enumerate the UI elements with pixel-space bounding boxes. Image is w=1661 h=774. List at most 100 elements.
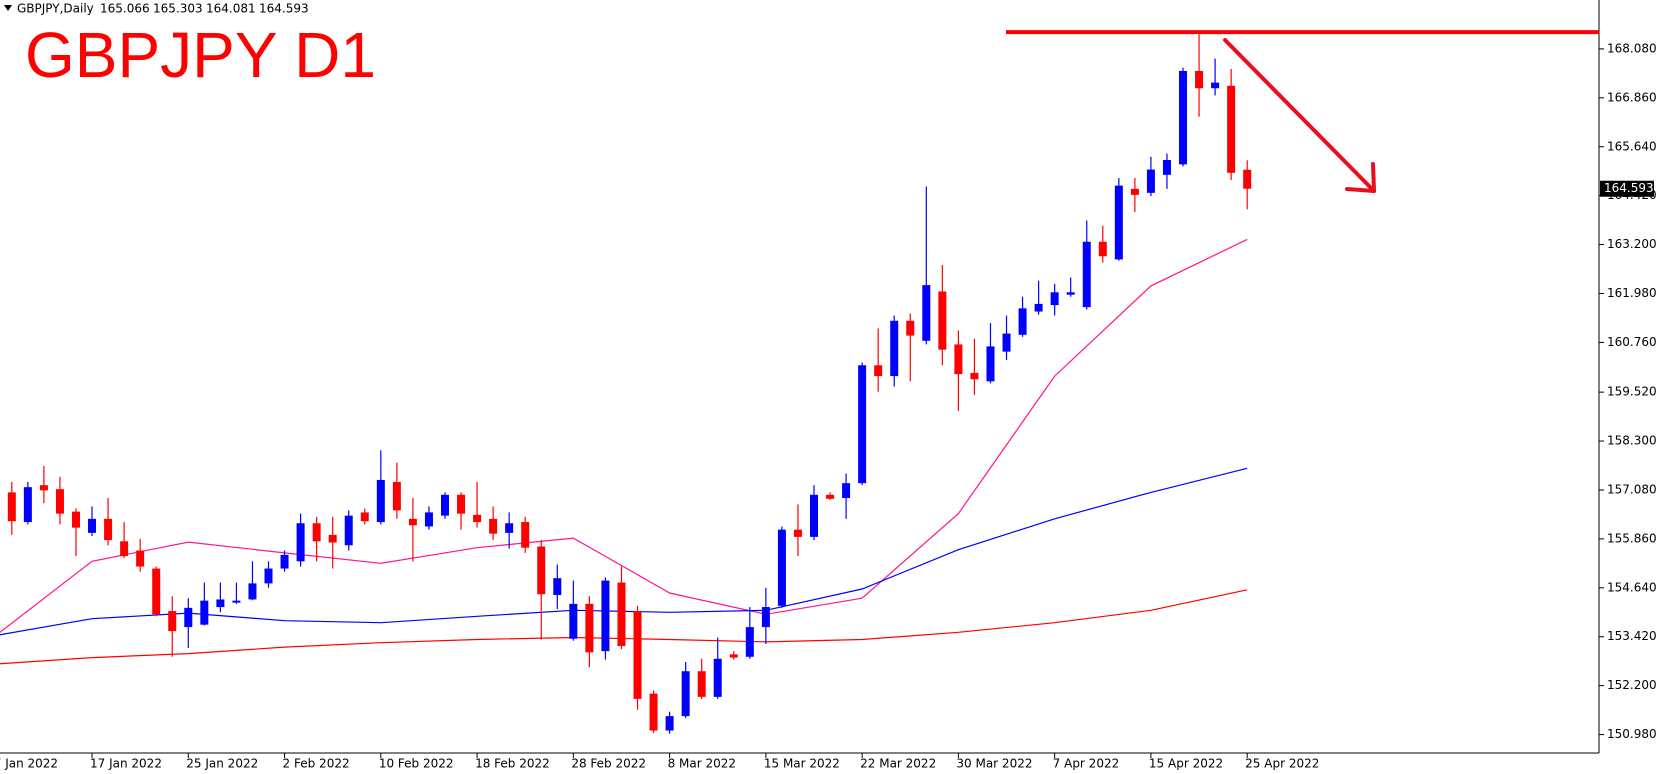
candle-body: [457, 494, 466, 514]
candle-body: [745, 627, 754, 657]
y-tick-label: 154.640: [1607, 580, 1657, 594]
arrow-head: [1345, 187, 1376, 193]
candle-body: [1114, 185, 1123, 260]
y-tick-label: 159.520: [1607, 385, 1657, 399]
x-tick-label: 7 Jan 2022: [0, 757, 58, 771]
chart-title: GBPJPY D1: [25, 19, 376, 91]
x-tick-label: 25 Apr 2022: [1245, 757, 1319, 771]
ohlc-low: 164.081: [206, 2, 256, 16]
candle-body: [296, 523, 305, 562]
candle-body: [168, 611, 177, 632]
candle-body: [761, 607, 770, 628]
y-tick-label: 161.980: [1607, 286, 1657, 300]
candle-body: [697, 671, 706, 697]
candle-body: [1082, 241, 1091, 308]
candle-body: [376, 479, 385, 523]
candle-body: [954, 344, 963, 375]
x-tick-label: 28 Feb 2022: [571, 757, 646, 771]
candle-body: [729, 654, 738, 658]
candle-body: [328, 534, 337, 543]
ohlc-high: 165.303: [153, 2, 203, 16]
candle-body: [7, 492, 16, 522]
candle-body: [1195, 70, 1204, 89]
y-tick-label: 168.080: [1607, 41, 1657, 55]
candle-body: [39, 485, 48, 491]
candle-body: [200, 600, 209, 625]
candle-body: [312, 523, 321, 542]
candle-body: [489, 518, 498, 534]
candle-body: [473, 514, 482, 523]
candle-body: [1162, 159, 1171, 175]
current-price-label: 164.593: [1604, 181, 1654, 195]
candle-body: [810, 494, 819, 537]
x-tick-label: 7 Apr 2022: [1053, 757, 1120, 771]
candle-body: [440, 494, 449, 516]
candle-body: [1066, 292, 1075, 295]
candle-body: [970, 372, 979, 380]
x-tick-label: 18 Feb 2022: [475, 757, 550, 771]
candle-body: [601, 580, 610, 652]
candle-body: [777, 529, 786, 606]
candle-body: [874, 365, 883, 377]
x-tick-label: 25 Jan 2022: [186, 757, 258, 771]
y-tick-label: 165.640: [1607, 139, 1657, 153]
candle-body: [1130, 188, 1139, 195]
candle-body: [617, 582, 626, 646]
candle-body: [1227, 85, 1236, 173]
candle-body: [71, 511, 80, 528]
candle-body: [842, 483, 851, 498]
y-tick-label: 163.200: [1607, 237, 1657, 251]
x-tick-label: 15 Apr 2022: [1149, 757, 1223, 771]
candle-body: [938, 291, 947, 350]
candle-body: [408, 518, 417, 526]
candle-body: [104, 518, 113, 541]
candle-body: [23, 487, 32, 523]
candle-body: [344, 515, 353, 546]
candle-body: [88, 518, 97, 533]
candle-body: [1018, 308, 1027, 335]
x-tick-label: 22 Mar 2022: [860, 757, 936, 771]
candle-body: [858, 365, 867, 484]
candle-body: [505, 523, 514, 533]
candle-body: [280, 554, 289, 569]
arrow-head: [1371, 162, 1376, 193]
candle-body: [890, 320, 899, 377]
candle-body: [184, 607, 193, 628]
x-tick-label: 17 Jan 2022: [90, 757, 162, 771]
candle-body: [553, 578, 562, 596]
candle-body: [922, 285, 931, 341]
candle-body: [1243, 169, 1252, 189]
candle-body: [424, 512, 433, 527]
x-tick-label: 15 Mar 2022: [764, 757, 840, 771]
candle-body: [665, 716, 674, 731]
ohlc-open: 165.066: [100, 2, 150, 16]
x-tick-label: 30 Mar 2022: [956, 757, 1032, 771]
y-tick-label: 152.200: [1607, 678, 1657, 692]
y-tick-label: 160.760: [1607, 335, 1657, 349]
candle-body: [585, 603, 594, 653]
candle-body: [633, 611, 642, 699]
candle-body: [649, 693, 658, 731]
candle-body: [1098, 241, 1107, 257]
candle-body: [681, 671, 690, 717]
candle-body: [216, 599, 225, 608]
plot-area: [0, 30, 1599, 734]
candle-body: [1211, 82, 1220, 89]
trend-arrow: [1223, 38, 1376, 193]
candle-body: [569, 603, 578, 639]
candle-body: [826, 494, 835, 499]
ohlc-close: 164.593: [259, 2, 309, 16]
candle-body: [248, 583, 257, 600]
y-tick-label: 155.860: [1607, 531, 1657, 545]
candle-body: [1146, 169, 1155, 193]
candle-body: [1179, 70, 1188, 165]
candle-body: [713, 658, 722, 697]
candle-body: [521, 522, 530, 548]
arrow-shaft: [1223, 38, 1376, 193]
candle-body: [120, 541, 129, 557]
candle-body: [136, 550, 145, 567]
moving-average: [0, 238, 1248, 634]
candle-body: [392, 481, 401, 511]
y-tick-label: 158.300: [1607, 434, 1657, 448]
